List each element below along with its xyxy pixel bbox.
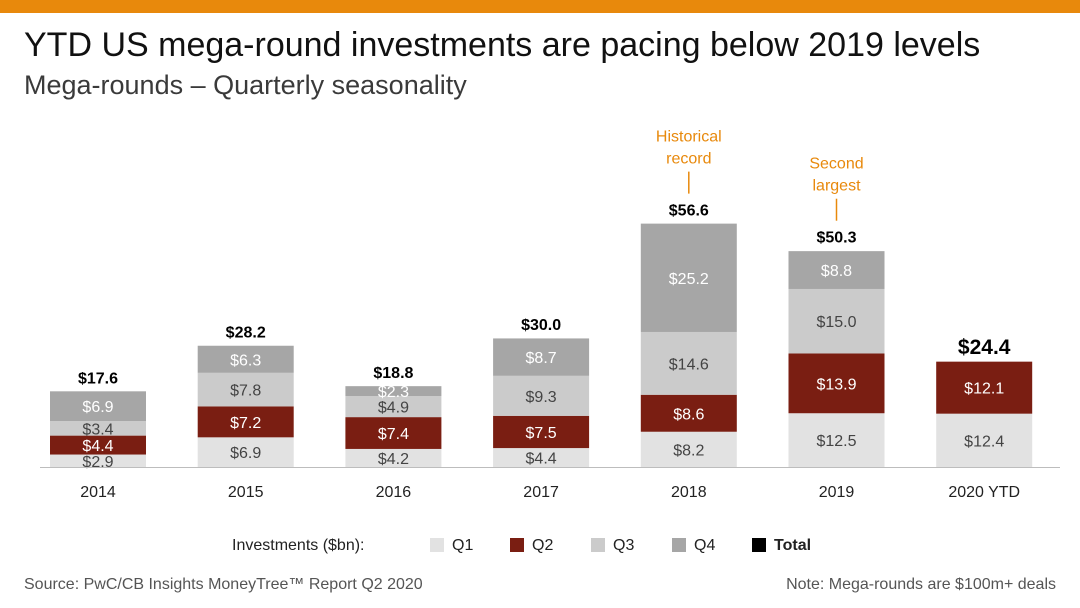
bar-q3-2016 [345,396,442,418]
total-label-2014: $17.6 [78,370,118,387]
legend-swatch-q1 [430,538,444,552]
data-label-q1-2015: $6.9 [230,445,261,462]
bar-q1-2019 [788,413,885,467]
definition-note: Note: Mega-rounds are $100m+ deals [786,576,1056,593]
bar-q2-2015 [197,406,294,438]
bar-q2-2016 [345,417,442,449]
data-label-q2-2017: $7.5 [526,425,557,442]
bar-q3-2019 [788,288,885,354]
legend-label-q1: Q1 [452,537,474,554]
data-label-q3-2017: $9.3 [526,389,557,406]
total-label-2020-ytd: $24.4 [958,336,1011,359]
x-tick-label-2019: 2019 [819,484,855,501]
data-label-q4-2015: $6.3 [230,352,261,369]
annotation-text-2018: record [666,151,711,168]
data-label-q4-2014: $6.9 [82,399,113,416]
bar-q1-2017 [493,448,590,467]
data-label-q3-2018: $14.6 [669,356,709,373]
bar-q4-2016 [345,386,442,397]
legend-swatch-q4 [672,538,686,552]
x-tick-label-2015: 2015 [228,484,264,501]
bar-q2-2017 [493,415,590,449]
bar-q3-2018 [640,331,737,395]
chart-legend: Investments ($bn): Q1 Q2 Q3 Q4 Total [0,533,1080,559]
data-label-q4-2016: $2.3 [378,384,409,401]
bar-q2-2020-ytd [936,361,1033,414]
legend-label-total: Total [774,537,812,554]
accent-top-bar [0,0,1080,13]
legend-swatch-total [752,538,766,552]
legend-label-q4: Q4 [694,537,716,554]
annotation-text-2019: Second [809,156,863,173]
x-tick-label-2016: 2016 [376,484,412,501]
legend-label-q3: Q3 [613,537,635,554]
source-note: Source: PwC/CB Insights MoneyTree™ Repor… [24,576,423,593]
total-label-2018: $56.6 [669,203,709,220]
page-subtitle: Mega-rounds – Quarterly seasonality [24,70,467,100]
bar-q4-2014 [50,391,146,421]
data-label-q3-2015: $7.8 [230,383,261,400]
legend-item-total: Total [752,537,811,555]
data-label-q2-2020-ytd: $12.1 [964,381,1004,398]
legend-item-q4: Q4 [672,537,715,555]
bar-q4-2017 [493,338,590,376]
x-tick-label-2018: 2018 [671,484,707,501]
bar-q3-2014 [50,420,146,436]
legend-swatch-q3 [591,538,605,552]
total-label-2016: $18.8 [373,365,413,382]
data-label-q3-2014: $3.4 [82,421,113,438]
bar-q1-2015 [197,437,294,467]
data-label-q2-2016: $7.4 [378,426,409,443]
page-title: YTD US mega-round investments are pacing… [24,26,981,64]
total-label-2019: $50.3 [816,230,856,247]
stacked-bar-chart: $2.9$4.4$3.4$6.9$17.62014$6.9$7.2$7.8$6.… [40,129,1060,501]
legend-swatch-q2 [510,538,524,552]
data-label-q1-2016: $4.2 [378,451,409,468]
x-tick-label-2020-ytd: 2020 YTD [948,484,1020,501]
bar-q4-2018 [640,223,737,332]
total-label-2015: $28.2 [226,325,266,342]
bar-q2-2014 [50,435,146,455]
legend-item-q2: Q2 [510,537,553,555]
data-label-q2-2015: $7.2 [230,415,261,432]
data-label-q4-2019: $8.8 [821,263,852,280]
bar-q2-2019 [788,353,885,414]
bar-q1-2014 [50,454,146,467]
data-label-q1-2020-ytd: $12.4 [964,433,1004,450]
annotation-text-2019: largest [812,178,861,195]
data-label-q1-2019: $12.5 [816,433,856,450]
bar-q4-2015 [197,345,294,373]
legend-item-q3: Q3 [591,537,634,555]
bar-q1-2018 [640,431,737,467]
x-tick-label-2017: 2017 [523,484,559,501]
data-label-q1-2018: $8.2 [673,442,704,459]
data-label-q4-2017: $8.7 [526,350,557,367]
data-label-q3-2019: $15.0 [816,314,856,331]
data-label-q1-2017: $4.4 [526,451,557,468]
bar-q1-2016 [345,448,442,467]
bar-q4-2019 [788,251,885,289]
bar-q3-2015 [197,372,294,407]
data-label-q2-2019: $13.9 [816,376,856,393]
data-label-q3-2016: $4.9 [378,400,409,417]
bar-q1-2020-ytd [936,413,1033,467]
data-label-q2-2018: $8.6 [673,406,704,423]
total-label-2017: $30.0 [521,317,561,334]
annotation-text-2018: Historical [656,129,722,146]
data-label-q4-2018: $25.2 [669,271,709,288]
data-label-q2-2014: $4.4 [82,438,113,455]
legend-item-q1: Q1 [430,537,473,555]
x-tick-label-2014: 2014 [80,484,116,501]
data-label-q1-2014: $2.9 [82,454,113,471]
legend-title: Investments ($bn): [232,537,365,554]
bar-q3-2017 [493,375,590,416]
bar-q2-2018 [640,394,737,432]
legend-label-q2: Q2 [532,537,554,554]
